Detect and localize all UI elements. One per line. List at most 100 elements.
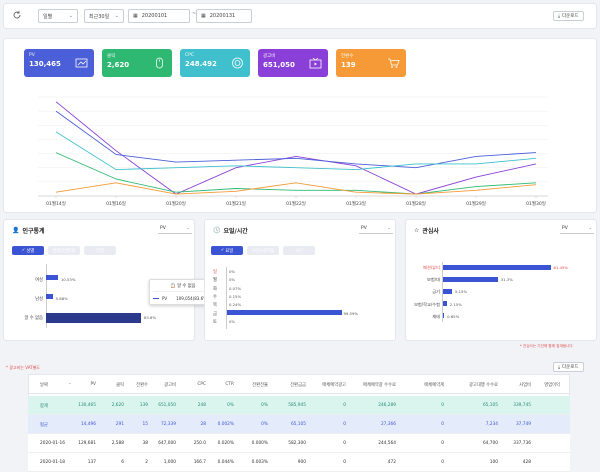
download-button-top[interactable]: ⤓ 다운로드 [553, 11, 584, 21]
tab-time-group[interactable]: 시간(시간대) [247, 246, 279, 255]
date-separator: ~ [192, 11, 197, 17]
table-cell: 2 [145, 460, 148, 465]
table-cell: 1,000 [163, 460, 176, 465]
weekday-row-label: 일 [213, 270, 217, 275]
table-cell: 0 [441, 403, 444, 408]
x-tick-label: 01월16일 [106, 200, 126, 207]
interest-bar[interactable] [443, 301, 447, 307]
weekday-axis [226, 267, 227, 329]
weekday-pct: 0% [229, 277, 236, 283]
x-tick-label: 01월23일 [346, 200, 366, 207]
column-header[interactable]: 클릭 [116, 383, 124, 388]
table-cell: 2,588 [111, 441, 124, 446]
column-header[interactable]: 광고비 [164, 383, 176, 388]
column-header[interactable]: 매체예약광고 [322, 383, 346, 388]
weekday-row-label: 토 [213, 319, 217, 325]
x-tick-label: 01월20일 [166, 200, 186, 207]
weekday-pct: 0.15% [229, 293, 242, 299]
group-by-value: 일별 [43, 13, 53, 20]
demographics-pct: 10.53% [60, 277, 76, 282]
demographics-pct: 5.88% [55, 296, 68, 301]
table-cell: 337,736 [513, 441, 531, 446]
table-cell: 246,289 [378, 403, 396, 408]
weekday-bar[interactable] [227, 310, 342, 315]
weekday-metric-select[interactable]: PV ⌄ [359, 224, 393, 234]
kpi-card-1: 클릭 2,620 [102, 49, 172, 77]
table-cell: 129,681 [78, 441, 96, 446]
column-header[interactable]: 전환금금 [290, 383, 306, 388]
table-cell: 0 [343, 441, 346, 446]
table-cell: 472 [387, 460, 396, 465]
mouse-icon [156, 57, 163, 69]
tab-age-group[interactable]: 연령(연령대) [48, 246, 80, 255]
x-tick-label: 01월30일 [526, 200, 546, 207]
kpi-label: 클릭 [107, 54, 116, 59]
column-header[interactable]: 날짜 [40, 383, 48, 388]
demographics-pct: 83.6% [144, 315, 157, 320]
table-row[interactable] [28, 396, 570, 415]
column-header[interactable]: 전환전율 [252, 383, 268, 388]
column-header[interactable]: 영업이익 [544, 383, 560, 388]
demographics-row-label: 알 수 없음 [24, 316, 43, 321]
column-header[interactable]: 전환수 [136, 383, 148, 388]
refresh-icon[interactable] [12, 10, 22, 22]
table-cell: 15 [142, 422, 148, 427]
column-header[interactable]: 매체예약계 [424, 383, 444, 388]
interest-axis [442, 262, 443, 322]
date-from-value: 20200101 [141, 13, 168, 19]
check-icon: ✓ [21, 248, 26, 253]
sort-icon[interactable]: ⌄ [68, 381, 72, 386]
table-cell: 0.000% [251, 441, 268, 446]
column-header[interactable]: CPC [197, 382, 206, 387]
interest-bar[interactable] [443, 276, 498, 282]
interest-bar[interactable] [443, 288, 452, 294]
tab-time[interactable]: 시간 [283, 246, 315, 255]
chevron-down-icon: ⌄ [588, 226, 592, 231]
demographics-bar[interactable] [46, 313, 141, 323]
demographics-bar[interactable] [46, 294, 53, 299]
date-from-field[interactable]: ▦ 20200101 [128, 9, 190, 23]
weekday-pct: 0.24% [229, 302, 242, 308]
table-cell: 582,300 [288, 441, 306, 446]
table-cell: 6 [121, 460, 124, 465]
download-button-table[interactable]: ⤓ 다운로드 [553, 362, 584, 372]
column-header[interactable]: CTR [225, 382, 234, 387]
tab-age[interactable]: 연령 [84, 246, 116, 255]
check-icon: ✓ [220, 248, 225, 253]
column-header[interactable]: 매체예약광 수수료 [363, 383, 396, 388]
interest-row-label: 금기 [432, 289, 440, 295]
kpi-value: 130,465 [29, 60, 61, 68]
interest-bar[interactable] [443, 264, 551, 270]
table-cell: 0.003% [251, 460, 268, 465]
tab-gender[interactable]: ✓ 성별 [12, 246, 44, 255]
table-cell: 0 [441, 460, 444, 465]
date-to-field[interactable]: ▦ 20200131 [196, 9, 252, 23]
tooltip-title: 📋 알 수 없음 [153, 283, 213, 292]
group-by-select[interactable]: 일별 ⌄ [38, 9, 78, 23]
demographics-bar[interactable] [46, 275, 58, 280]
tab-weekday[interactable]: ✓ 요일 [211, 246, 243, 255]
table-row[interactable] [28, 434, 570, 453]
table-cell: 0% [227, 403, 234, 408]
table-cell: 900 [297, 460, 306, 465]
x-tick-label: 01월14일 [46, 200, 66, 207]
interest-bar[interactable] [443, 313, 445, 319]
table-cell: 0.002% [217, 422, 234, 427]
column-header[interactable]: 사업비 [519, 383, 531, 388]
period-value: 최근30일 [89, 13, 110, 20]
interest-metric-select[interactable]: PV ⌄ [560, 224, 594, 234]
table-cell: 27,366 [380, 422, 396, 427]
table-cell: 2020-01-16 [40, 441, 65, 446]
table-row[interactable] [28, 415, 570, 434]
demographics-title: 👤 인구통계 [12, 227, 45, 235]
series-line-4 [55, 131, 537, 171]
table-cell: 0 [343, 422, 346, 427]
column-header[interactable]: PV [90, 382, 96, 387]
download-icon: ⤓ [558, 365, 560, 370]
table-cell: 0 [343, 460, 346, 465]
column-header[interactable]: 광고대행 수수료 [468, 383, 498, 388]
period-select[interactable]: 최근30일 ⌄ [84, 9, 124, 23]
demographics-metric-select[interactable]: PV ⌄ [158, 224, 192, 234]
table-cell: 28 [200, 422, 206, 427]
